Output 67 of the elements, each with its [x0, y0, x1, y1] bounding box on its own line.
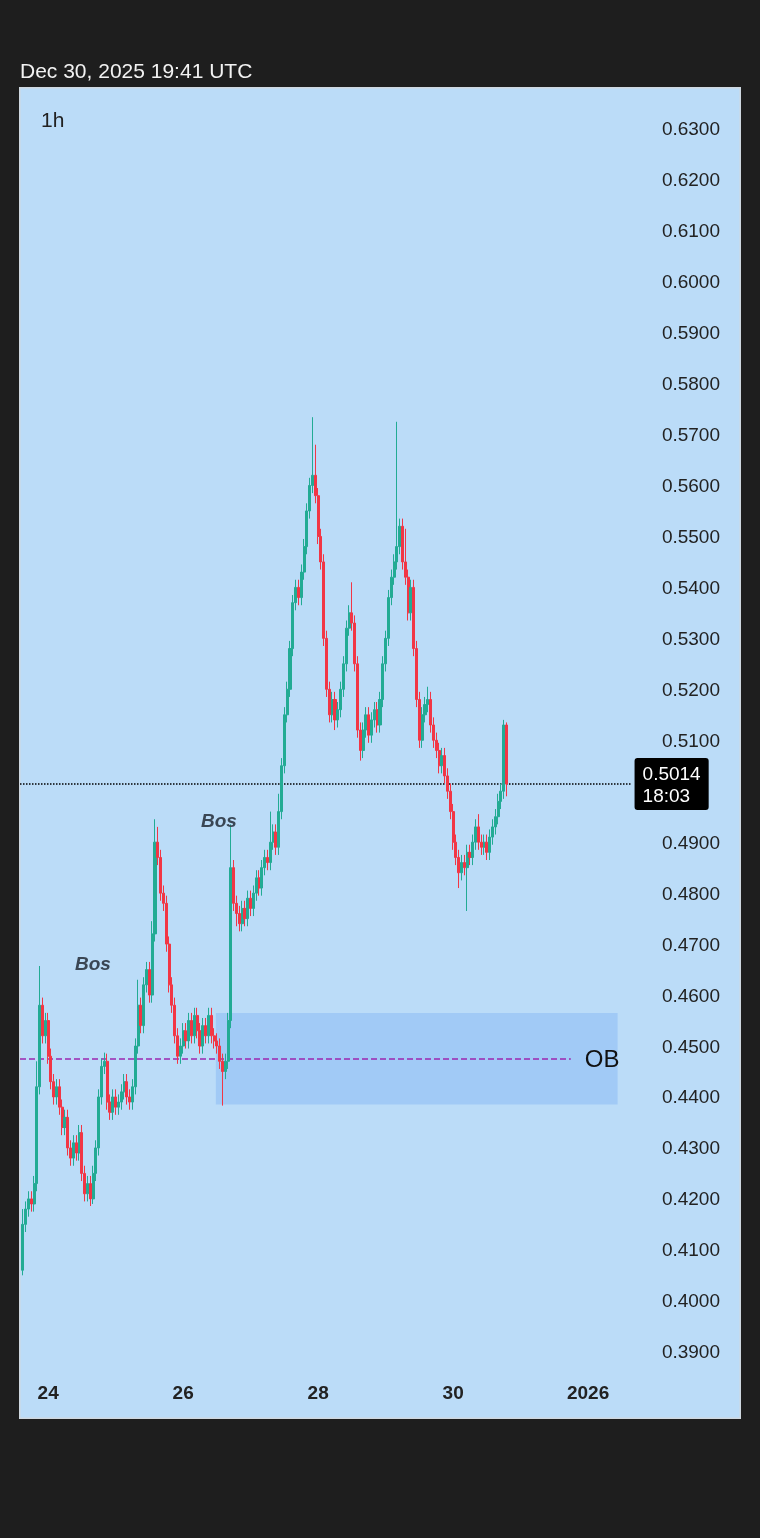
- candlestick: [111, 1088, 114, 1121]
- candlestick: [266, 849, 269, 871]
- candlestick: [44, 1012, 47, 1044]
- candlestick: [204, 1017, 207, 1044]
- candlestick: [63, 1109, 67, 1136]
- candlestick: [30, 1190, 33, 1213]
- candlestick: [190, 1012, 193, 1044]
- y-tick-label: 0.5800: [661, 373, 720, 395]
- annotation: Bos: [75, 952, 111, 974]
- y-tick-label: 0.6200: [661, 169, 720, 191]
- x-tick-label: 24: [37, 1382, 60, 1403]
- text: Dec 30, 2025 19:41 UTC: [20, 58, 254, 84]
- candlestick: [243, 900, 247, 927]
- y-tick-label: 0.4200: [661, 1188, 720, 1210]
- candlestick: [249, 890, 252, 917]
- y-tick-label: 0.6000: [661, 271, 720, 293]
- candlestick: [466, 844, 469, 912]
- candlestick: [297, 579, 300, 606]
- y-tick-label: 0.4900: [661, 831, 720, 853]
- x-tick-label: 2026: [566, 1382, 610, 1403]
- candlestick: [75, 1134, 78, 1162]
- x-tick-label: 30: [442, 1382, 464, 1403]
- annotation: Bos: [201, 809, 237, 831]
- y-tick-label: 0.4000: [661, 1290, 720, 1312]
- candlestick: [114, 1088, 117, 1116]
- candlestick: [367, 706, 370, 744]
- ref-line-label: 0.5014 18:03: [642, 762, 702, 806]
- y-tick-label: 0.5300: [661, 627, 720, 649]
- y-tick-label: 0.4400: [661, 1086, 720, 1108]
- x-tick-label: 28: [307, 1382, 329, 1403]
- y-tick-label: 0.4600: [661, 984, 720, 1006]
- candlestick: [468, 844, 472, 866]
- candlestick: [72, 1134, 75, 1167]
- candlestick: [241, 900, 244, 932]
- y-tick-label: 0.5100: [661, 729, 720, 751]
- text: 1h: [41, 108, 65, 131]
- candlestick: [477, 813, 480, 851]
- x-tick-label: 26: [172, 1382, 194, 1403]
- y-tick-label: 0.5500: [661, 525, 720, 547]
- y-tick-label: 0.6300: [661, 118, 720, 140]
- y-tick-label: 0.6100: [661, 220, 720, 242]
- y-tick-label: 0.5700: [661, 424, 720, 446]
- candlestick: [505, 721, 508, 797]
- y-tick-label: 0.5600: [661, 474, 720, 496]
- candlestick: [463, 854, 466, 876]
- y-tick-label: 0.4700: [661, 933, 720, 955]
- y-tick-label: 0.4300: [661, 1137, 720, 1159]
- candlestick: [55, 1078, 58, 1106]
- candlestick: [269, 811, 272, 871]
- y-tick-label: 0.5400: [661, 576, 720, 598]
- y-tick-label: 0.5900: [661, 322, 720, 344]
- candlestick: [148, 961, 151, 1004]
- candlestick: [86, 1175, 89, 1202]
- candlestick: [460, 854, 463, 881]
- candlestick: [187, 1012, 190, 1050]
- y-tick-label: 0.3900: [661, 1341, 720, 1363]
- candlestick: [207, 1007, 210, 1044]
- candlestick: [193, 1007, 196, 1044]
- candlestick: [246, 890, 249, 927]
- ref-line-label: OB: [584, 1045, 620, 1073]
- candlestick: [41, 997, 44, 1044]
- y-tick-label: 0.4500: [661, 1035, 720, 1057]
- candlestick: [89, 1175, 92, 1207]
- candlestick: [201, 1017, 204, 1055]
- y-tick-label: 0.4100: [661, 1239, 720, 1261]
- y-tick-label: 0.4800: [661, 882, 720, 904]
- y-tick-label: 0.5200: [661, 678, 720, 700]
